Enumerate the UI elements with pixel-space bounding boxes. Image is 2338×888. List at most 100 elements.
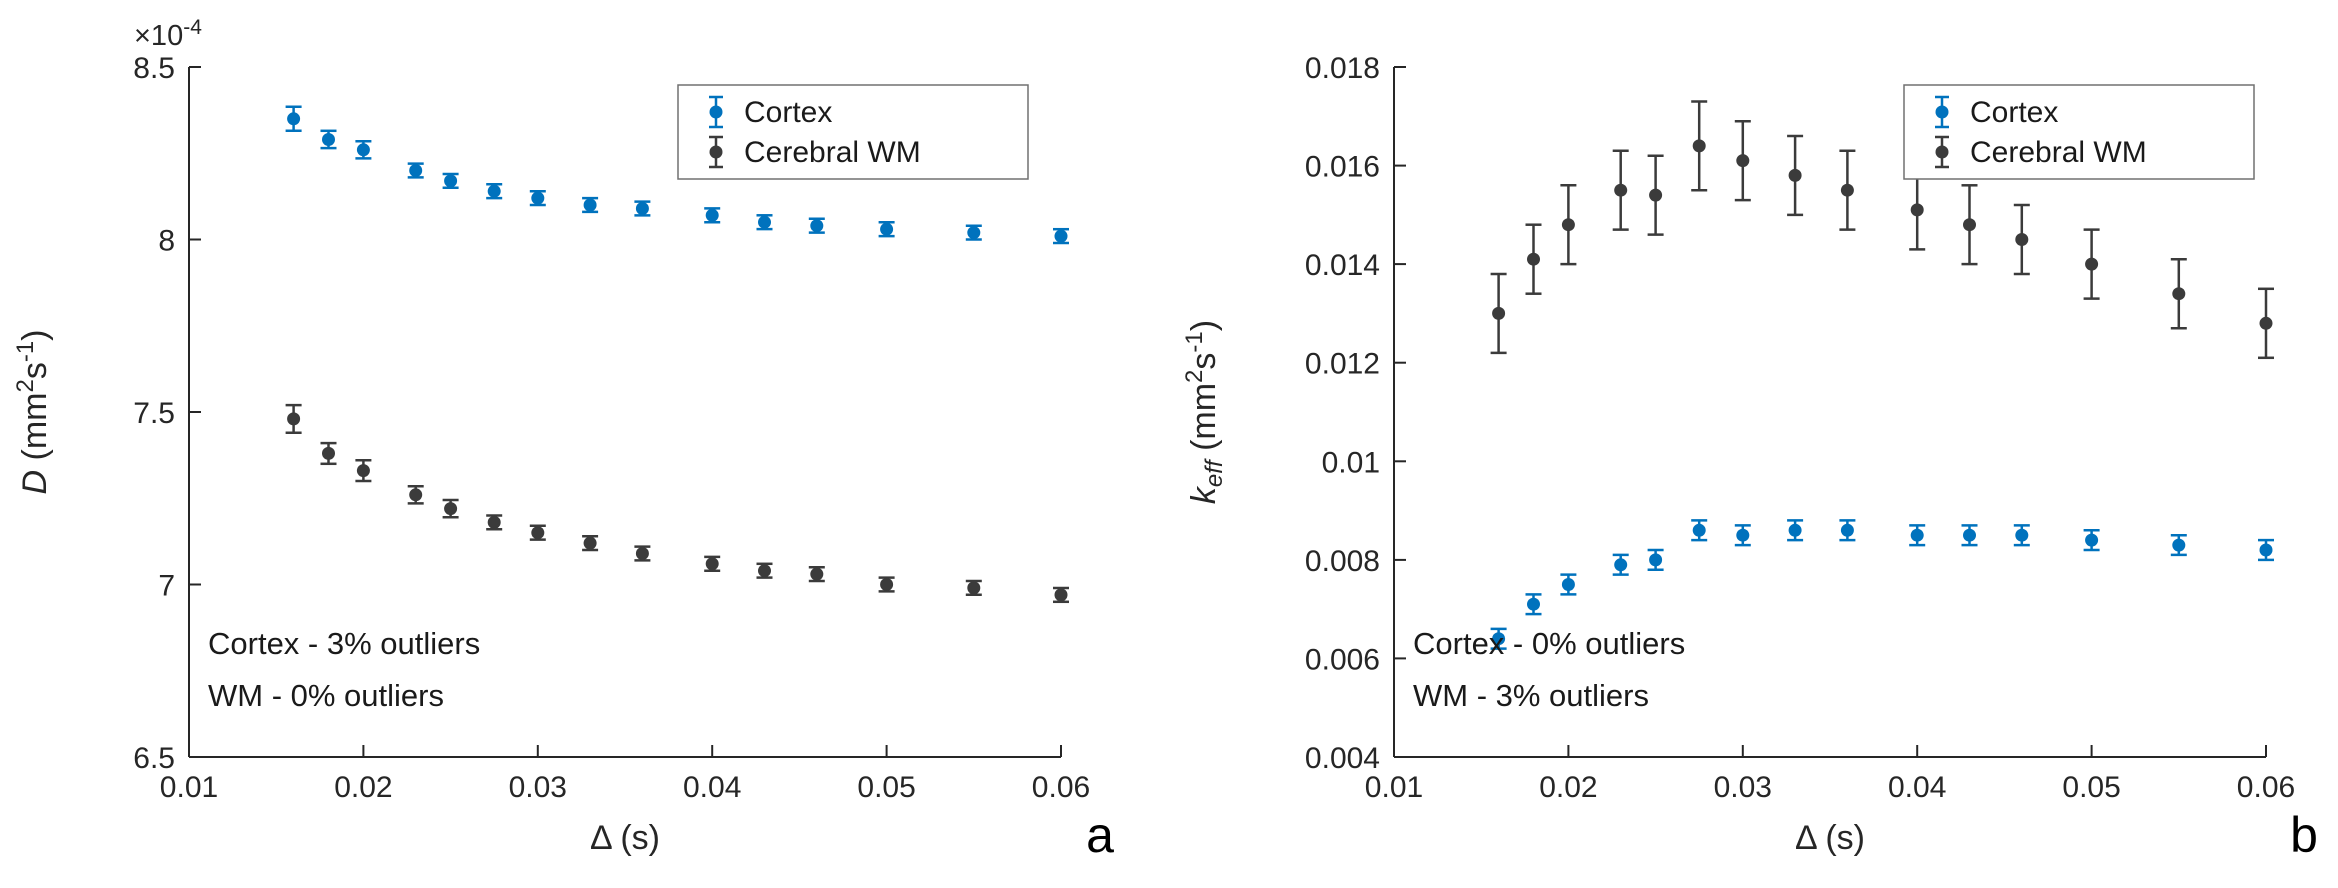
data-point [2083, 228, 2100, 300]
data-point [756, 214, 773, 231]
x-tick-label: 0.04 [1888, 771, 1946, 804]
data-point [1490, 627, 1507, 650]
data-point [1647, 154, 1664, 236]
legend-entry: Cerebral WM [709, 135, 921, 169]
annotation-line: Cortex - 3% outliers [208, 626, 480, 661]
legend: Cortex Cerebral WM [677, 84, 1029, 180]
data-point [2013, 203, 2030, 276]
annotation-line: Cortex - 0% outliers [1413, 626, 1685, 661]
data-point [486, 514, 503, 531]
annotation-line: WM - 0% outliers [208, 678, 444, 713]
y-tick-label: 0.018 [1305, 52, 1380, 85]
series-cortex [285, 105, 1069, 245]
annotation: Cortex - 0% outliers WM - 3% outliers [1413, 626, 1685, 713]
data-point [808, 217, 825, 234]
data-point [1787, 519, 1804, 542]
data-point [2170, 257, 2187, 330]
x-tick-labels: 0.01 0.02 0.03 0.04 0.05 0.06 [160, 771, 1090, 804]
data-point [1909, 169, 1926, 251]
legend-label: Cortex [744, 96, 832, 129]
panel-label: a [1086, 807, 1114, 863]
y-axis-label: D (mm2s-1) [12, 329, 54, 494]
legend: Cortex Cerebral WM [1903, 84, 2255, 180]
data-point [407, 162, 424, 179]
y-axis-label: keff (mm2s-1) [1181, 320, 1228, 504]
x-axis-label: Δ (s) [1795, 819, 1865, 857]
data-point [442, 498, 459, 519]
chart-panel-b: 0.01 0.02 0.03 0.04 0.05 0.06 0.004 0.006 0.008 0… [1169, 0, 2338, 888]
data-point [1053, 227, 1069, 245]
x-tick-label: 0.04 [683, 771, 741, 804]
data-point [1691, 519, 1708, 542]
data-point [1612, 149, 1629, 231]
y-axis-multiplier: ×10-4 [134, 16, 202, 52]
x-tick-label: 0.05 [857, 771, 915, 804]
data-point [1839, 519, 1856, 542]
data-point [808, 565, 825, 583]
x-tick-label: 0.01 [1365, 771, 1423, 804]
scatter-chart-b: 0.01 0.02 0.03 0.04 0.05 0.060.0040.0060.0080… [1181, 52, 2318, 863]
x-tick-label: 0.06 [1032, 771, 1090, 804]
x-tick-label: 0.02 [1539, 771, 1597, 804]
y-tick-label: 6.5 [133, 742, 175, 775]
data-point [1961, 184, 1978, 266]
data-point [2258, 287, 2274, 360]
data-point [355, 139, 372, 160]
data-point [355, 459, 372, 483]
series-cerebral-wm [1490, 100, 2274, 360]
y-tick-label: 0.01 [1322, 446, 1380, 479]
axes [1393, 66, 2267, 758]
annotation: Cortex - 3% outliers WM - 0% outliers [208, 626, 480, 713]
legend-entry: Cerebral WM [1935, 135, 2147, 169]
legend-entry: Cortex [1935, 95, 2058, 129]
data-point [1691, 100, 1708, 192]
data-point [2013, 524, 2030, 547]
data-point [634, 200, 651, 217]
y-tick-label: 0.006 [1305, 643, 1380, 676]
legend-label: Cerebral WM [744, 136, 921, 169]
y-tick-label: 7 [158, 570, 175, 603]
scatter-chart-a: 0.01 0.02 0.03 0.04 0.05 0.06 6.5 7 7.5 8 8.5×10-4… [12, 16, 1114, 863]
data-point [1560, 573, 1577, 596]
data-point [486, 183, 503, 200]
data-point [1961, 524, 1978, 547]
y-tick-label: 8 [158, 225, 175, 258]
x-tick-label: 0.06 [2237, 771, 2295, 804]
legend-label: Cerebral WM [1970, 136, 2147, 169]
data-point [756, 562, 773, 579]
x-tick-label: 0.01 [160, 771, 218, 804]
x-tick-label: 0.02 [334, 771, 392, 804]
x-tick-label: 0.03 [509, 771, 567, 804]
data-point [965, 224, 982, 241]
data-point [704, 207, 721, 224]
data-point [1053, 586, 1069, 604]
data-point [1734, 119, 1751, 202]
y-tick-label: 8.5 [133, 52, 175, 85]
data-point [529, 524, 546, 541]
data-point [407, 484, 424, 505]
x-tick-label: 0.03 [1714, 771, 1772, 804]
legend-entry: Cortex [709, 95, 832, 129]
x-axis-label: Δ (s) [590, 819, 660, 857]
y-tick-label: 0.016 [1305, 151, 1380, 184]
data-point [878, 576, 895, 593]
series-cerebral-wm [285, 403, 1069, 604]
data-point [704, 555, 721, 572]
x-tick-labels: 0.01 0.02 0.03 0.04 0.05 0.06 [1365, 771, 2295, 804]
data-point [285, 105, 302, 133]
legend-label: Cortex [1970, 96, 2058, 129]
data-point [1525, 223, 1542, 295]
axes [188, 66, 1062, 758]
panel-label: b [2290, 807, 2318, 863]
y-tick-label: 0.004 [1305, 742, 1380, 775]
data-point [320, 129, 337, 150]
y-tick-label: 0.012 [1305, 348, 1380, 381]
data-point [1734, 524, 1751, 547]
data-point [442, 172, 459, 190]
data-point [634, 545, 651, 562]
data-point [2083, 529, 2100, 552]
data-point [965, 579, 982, 597]
data-point [2258, 538, 2274, 562]
data-point [1525, 593, 1542, 616]
